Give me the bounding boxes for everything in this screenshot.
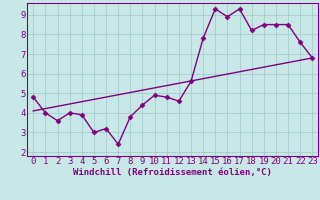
X-axis label: Windchill (Refroidissement éolien,°C): Windchill (Refroidissement éolien,°C) — [73, 168, 272, 177]
